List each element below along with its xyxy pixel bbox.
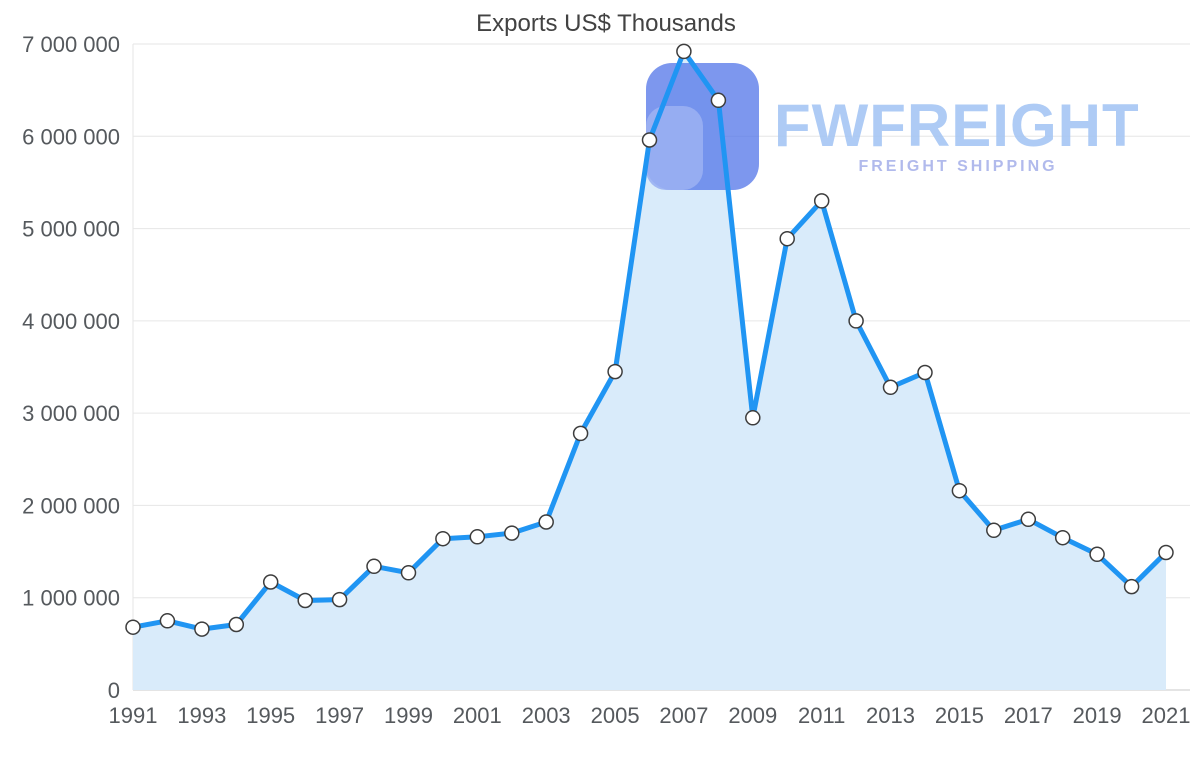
x-tick-label: 2021 [1142,703,1191,728]
watermark: FWFREIGHT FREIGHT SHIPPING [646,63,1140,190]
x-tick-label: 2009 [728,703,777,728]
data-point[interactable] [504,525,520,541]
x-tick-label: 2013 [866,703,915,728]
markers-group [125,43,1174,637]
x-axis-labels: 1991 1993 1995 1997 1999 2001 2003 2005 2007 2009… [109,703,1191,728]
x-tick-label: 1995 [246,703,295,728]
watermark-logo-accent-icon [646,106,703,190]
data-point[interactable] [641,132,658,148]
data-point[interactable] [917,364,933,381]
data-point[interactable] [1054,529,1071,546]
data-point[interactable] [1089,546,1105,563]
data-point[interactable] [572,425,589,442]
y-tick-label: 3 000 000 [22,401,120,426]
data-point[interactable] [745,410,761,426]
data-point[interactable] [538,514,554,530]
data-point[interactable] [779,230,795,247]
area-fill [133,51,1166,690]
y-tick-label: 5 000 000 [22,217,120,242]
x-tick-label: 2017 [1004,703,1053,728]
data-point[interactable] [262,574,279,590]
data-point[interactable] [435,530,451,547]
data-point[interactable] [297,592,313,609]
x-tick-label: 1997 [315,703,364,728]
data-point[interactable] [607,363,623,380]
y-tick-label: 0 [108,678,120,703]
x-tick-label: 1999 [384,703,433,728]
data-point[interactable] [1158,544,1174,561]
x-tick-label: 2019 [1073,703,1122,728]
data-point[interactable] [400,565,417,581]
data-point[interactable] [710,92,727,109]
data-point[interactable] [986,522,1002,539]
data-point[interactable] [159,613,176,629]
data-point[interactable] [331,591,348,608]
data-point[interactable] [882,379,899,396]
data-point[interactable] [813,193,830,209]
data-point[interactable] [366,558,382,575]
y-axis-labels: 0 1 000 000 2 000 000 3 000 000 4 000 000 5 0… [22,32,120,703]
area-fill-group [133,51,1166,690]
y-tick-label: 1 000 000 [22,586,120,611]
x-tick-label: 2011 [798,703,845,728]
watermark-tagline: FREIGHT SHIPPING [858,158,1057,175]
y-tick-label: 7 000 000 [22,32,120,57]
watermark-brand: FWFREIGHT [774,92,1140,159]
y-tick-label: 2 000 000 [22,493,120,518]
data-point[interactable] [951,482,968,499]
x-tick-label: 2007 [659,703,708,728]
y-tick-label: 6 000 000 [22,124,120,149]
x-tick-label: 1993 [177,703,226,728]
data-point[interactable] [125,619,141,635]
data-point[interactable] [469,529,486,545]
chart-title: Exports US$ Thousands [476,10,736,37]
x-tick-label: 2003 [522,703,571,728]
y-tick-label: 4 000 000 [22,309,120,334]
x-tick-label: 2005 [591,703,640,728]
data-point[interactable] [228,616,245,633]
x-tick-label: 2001 [453,703,502,728]
x-tick-label: 1991 [109,703,158,728]
x-tick-label: 2015 [935,703,984,728]
data-point[interactable] [194,621,210,637]
data-point[interactable] [1020,511,1037,528]
data-point[interactable] [676,43,692,60]
data-point[interactable] [1123,578,1140,595]
data-point[interactable] [848,313,864,329]
